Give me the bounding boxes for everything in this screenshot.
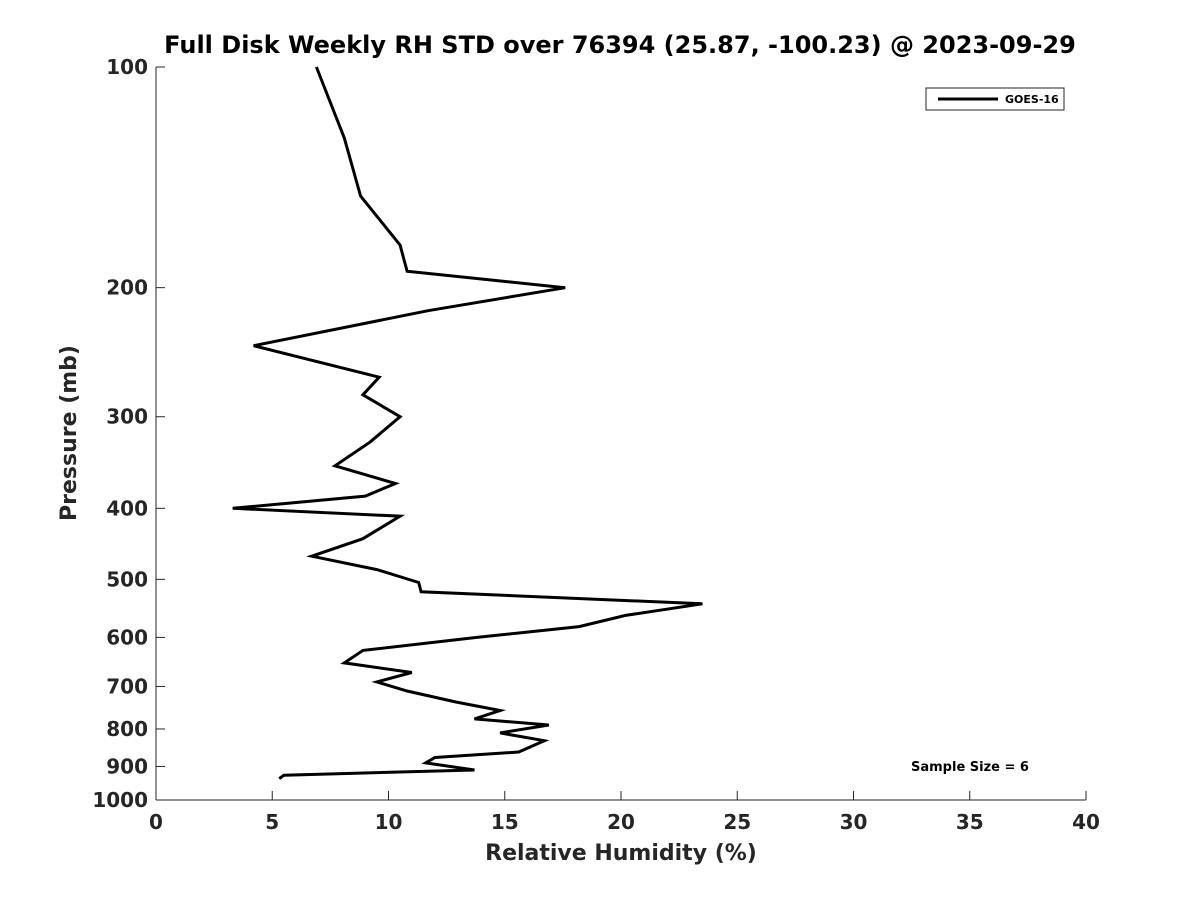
x-tick-label: 0	[149, 810, 163, 834]
y-tick-label: 900	[106, 754, 148, 778]
y-tick-label: 600	[106, 625, 148, 649]
x-axis-label: Relative Humidity (%)	[485, 841, 757, 866]
x-tick-label: 30	[840, 810, 868, 834]
x-tick-label: 25	[723, 810, 751, 834]
sample-size-annotation: Sample Size = 6	[911, 760, 1029, 775]
y-tick-label: 400	[106, 496, 148, 520]
y-tick-label: 300	[106, 405, 148, 429]
legend-label: GOES-16	[1005, 93, 1059, 106]
y-tick-label: 200	[106, 276, 148, 300]
chart-title: Full Disk Weekly RH STD over 76394 (25.8…	[164, 31, 1076, 59]
x-tick-label: 10	[375, 810, 403, 834]
x-tick-label: 35	[956, 810, 984, 834]
y-tick-label: 500	[106, 567, 148, 591]
y-tick-label: 100	[106, 55, 148, 79]
x-tick-label: 40	[1072, 810, 1100, 834]
y-tick-label: 700	[106, 674, 148, 698]
y-tick-label: 1000	[92, 788, 148, 812]
series-layer	[232, 66, 703, 780]
y-ticks: 100 200 300 400 500 600 700 800 900 1000	[92, 55, 165, 812]
y-tick-label: 800	[106, 717, 148, 741]
y-axis-label: Pressure (mb)	[57, 345, 82, 521]
x-ticks: 0 5 10 15 20 25 30 35 40	[149, 791, 1100, 834]
series-line-goes-16	[232, 66, 703, 780]
x-tick-label: 15	[491, 810, 519, 834]
x-tick-label: 20	[607, 810, 635, 834]
legend: GOES-16	[925, 87, 1065, 111]
x-tick-label: 5	[265, 810, 279, 834]
